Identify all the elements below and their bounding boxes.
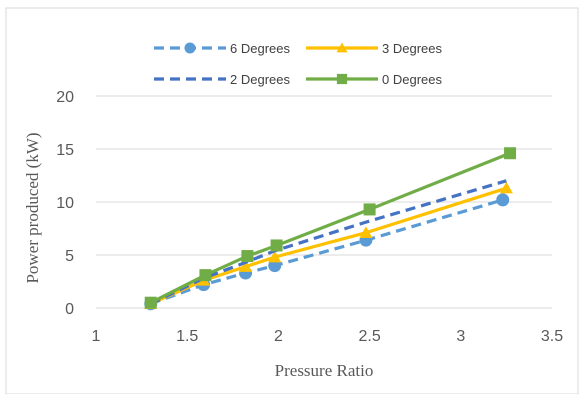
y-axis-title: Power produced (kW) xyxy=(23,132,42,283)
y-tick-label: 20 xyxy=(56,89,74,106)
data-point-0-degrees xyxy=(271,239,283,251)
x-tick-label: 2 xyxy=(274,328,283,345)
data-point-0-degrees xyxy=(199,269,211,281)
data-point-6-degrees xyxy=(496,193,509,206)
legend-label: 3 Degrees xyxy=(382,41,442,56)
x-tick-label: 3.5 xyxy=(541,328,563,345)
x-tick-label: 1.5 xyxy=(176,328,198,345)
data-point-0-degrees xyxy=(241,250,253,262)
data-point-0-degrees xyxy=(364,203,376,215)
x-axis-title: Pressure Ratio xyxy=(275,361,374,380)
y-tick-label: 10 xyxy=(56,195,74,212)
y-tick-label: 5 xyxy=(65,248,74,265)
legend-swatch-marker xyxy=(337,74,347,84)
legend-swatch-marker xyxy=(184,42,195,53)
legend-label: 0 Degrees xyxy=(382,72,442,87)
y-tick-label: 15 xyxy=(56,142,74,159)
legend-label: 6 Degrees xyxy=(230,41,290,56)
legend-label: 2 Degrees xyxy=(230,72,290,87)
x-tick-label: 3 xyxy=(456,328,465,345)
x-tick-label: 1 xyxy=(92,328,101,345)
data-point-0-degrees xyxy=(145,297,157,309)
x-tick-label: 2.5 xyxy=(358,328,380,345)
y-tick-label: 0 xyxy=(65,301,74,318)
data-point-0-degrees xyxy=(504,147,516,159)
